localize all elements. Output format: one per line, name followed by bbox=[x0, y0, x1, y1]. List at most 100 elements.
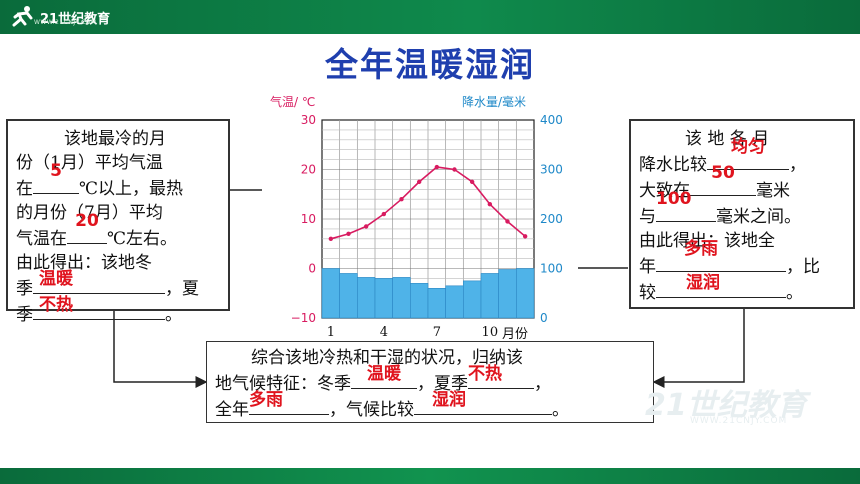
answer-humidity: 湿润 bbox=[686, 273, 720, 293]
answer-blank-max-temp[interactable]: 20 bbox=[67, 211, 107, 244]
answer-blank-rainfall[interactable]: 多雨 bbox=[656, 239, 786, 272]
precip-bar-month-2 bbox=[339, 273, 358, 319]
answer-summary-summer: 不热 bbox=[468, 364, 502, 384]
right-tick-label: 300 bbox=[540, 163, 563, 177]
answer-summary-humidity: 湿润 bbox=[432, 390, 466, 410]
summary-line-1: 综合该地冷热和干湿的状况，归纳该 bbox=[251, 348, 523, 368]
right-line-6a: 年 bbox=[639, 257, 656, 277]
temp-point-month-11 bbox=[505, 219, 510, 224]
x-tick-label: 7 bbox=[433, 325, 441, 340]
summary-box: 综合该地冷热和干湿的状况，归纳该 地气候特征：冬季 温暖 ，夏季 不热 ， 全年 多雨 ，气… bbox=[206, 341, 654, 423]
temp-point-month-6 bbox=[416, 179, 422, 185]
right-line-1: 该 地 各 月 bbox=[685, 129, 770, 149]
answer-rainfall: 多雨 bbox=[684, 239, 718, 259]
footer-bar bbox=[0, 468, 860, 484]
page-title: 全年温暖湿润 bbox=[325, 45, 535, 84]
left-tick-label: −10 bbox=[291, 311, 316, 325]
left-tick-label: 30 bbox=[301, 113, 316, 127]
left-tick-label: 10 bbox=[301, 212, 316, 226]
summary-line-2a: 地气候特征：冬季 bbox=[215, 374, 351, 394]
right-precipitation-box: 该 地 各 月 降水比较 均匀 ， 大致在 50 毫米 与 100 毫米之间。 由此得出：该… bbox=[629, 119, 855, 309]
x-tick-label: 1 bbox=[327, 325, 335, 340]
left-line-7b: ，夏 bbox=[165, 279, 199, 299]
answer-blank-summary-humidity[interactable]: 湿润 bbox=[414, 390, 552, 415]
runner-icon bbox=[12, 6, 33, 27]
answer-blank-summary-summer[interactable]: 不热 bbox=[468, 364, 534, 389]
right-line-7b: 。 bbox=[786, 283, 803, 303]
left-axis-label: 气温/ ℃ bbox=[270, 94, 315, 109]
watermark-logo: 21世纪教育 bbox=[645, 388, 807, 423]
answer-blank-summer[interactable]: 不热 bbox=[33, 295, 165, 320]
temp-point-month-7 bbox=[434, 164, 440, 170]
answer-blank-summary-winter[interactable]: 温暖 bbox=[351, 364, 417, 389]
left-line-2: 份（1月）平均气温 bbox=[16, 153, 163, 173]
left-line-5a: 气温在 bbox=[16, 229, 67, 249]
answer-blank-summary-rain[interactable]: 多雨 bbox=[249, 390, 329, 415]
left-tick-label: 20 bbox=[301, 163, 316, 177]
left-line-5b: ℃左右。 bbox=[107, 229, 178, 249]
right-tick-label: 100 bbox=[540, 262, 563, 276]
temp-point-month-1 bbox=[328, 236, 334, 241]
right-line-3a: 大致在 bbox=[639, 181, 690, 201]
answer-blank-winter[interactable]: 温暖 bbox=[33, 269, 165, 294]
answer-max-temp: 20 bbox=[75, 211, 99, 231]
precip-bar-month-5 bbox=[392, 277, 411, 319]
answer-blank-upper-precip[interactable]: 100 bbox=[656, 189, 716, 222]
answer-winter: 温暖 bbox=[39, 269, 73, 289]
right-line-3b: 毫米 bbox=[756, 181, 790, 201]
temperature-curve bbox=[330, 166, 526, 240]
answer-summary-winter: 温暖 bbox=[367, 364, 401, 384]
temp-point-month-10 bbox=[487, 201, 493, 207]
summary-line-2b: ，夏季 bbox=[417, 374, 468, 394]
answer-blank-evenness[interactable]: 均匀 bbox=[707, 137, 789, 170]
temp-point-month-3 bbox=[363, 224, 369, 229]
left-line-6: 由此得出：该地冬 bbox=[16, 253, 152, 273]
temp-point-month-4 bbox=[381, 211, 387, 217]
precip-bar-month-3 bbox=[357, 277, 376, 319]
right-tick-label: 400 bbox=[540, 113, 563, 127]
header-bar: 21世纪教育 WWW.21CNJY.COM bbox=[0, 0, 860, 34]
precip-bar-month-11 bbox=[498, 269, 517, 319]
temperature-line bbox=[328, 164, 528, 241]
answer-upper-precip: 100 bbox=[656, 189, 692, 209]
temp-point-month-2 bbox=[346, 231, 351, 237]
temp-point-month-5 bbox=[399, 197, 404, 202]
right-axis-label: 降水量/毫米 bbox=[462, 94, 526, 109]
x-axis-label: 月份 bbox=[502, 327, 528, 342]
answer-summary-rain: 多雨 bbox=[249, 390, 283, 410]
answer-blank-humidity[interactable]: 湿润 bbox=[656, 273, 786, 298]
temp-point-month-9 bbox=[469, 179, 475, 185]
logo-subtext: WWW.21CNJY.COM bbox=[34, 19, 97, 26]
precip-bar-month-10 bbox=[480, 273, 499, 319]
precipitation-bars bbox=[321, 268, 535, 319]
right-line-6b: ，比 bbox=[786, 257, 820, 277]
right-line-4a: 与 bbox=[639, 207, 656, 227]
left-line-4: 的月份（7月）平均 bbox=[16, 203, 163, 223]
answer-blank-lower-precip[interactable]: 50 bbox=[690, 163, 756, 196]
answer-summer: 不热 bbox=[39, 295, 73, 315]
left-line-3b: ℃以上，最热 bbox=[79, 179, 184, 199]
x-tick-label: 10 bbox=[482, 325, 499, 340]
summary-line-2c: ， bbox=[534, 374, 551, 394]
watermark-subtext: WWW.21CNJY.COM bbox=[690, 416, 788, 426]
left-line-8a: 季 bbox=[16, 305, 33, 325]
precip-bar-month-12 bbox=[516, 268, 535, 319]
logo-text: 21世纪教育 bbox=[40, 11, 111, 27]
precip-bar-month-8 bbox=[445, 285, 464, 319]
x-tick-label: 4 bbox=[380, 325, 388, 340]
right-line-7a: 较 bbox=[639, 283, 656, 303]
precip-bar-month-9 bbox=[463, 280, 482, 319]
left-line-3a: 在 bbox=[16, 179, 33, 199]
left-line-8b: 。 bbox=[165, 305, 182, 325]
precip-bar-month-1 bbox=[321, 268, 340, 319]
left-line-1: 该地最冷的月 bbox=[64, 129, 166, 149]
left-tick-label: 0 bbox=[308, 262, 316, 276]
right-line-2a: 降水比较 bbox=[639, 155, 707, 175]
answer-blank-min-temp[interactable]: 5 bbox=[33, 161, 79, 194]
left-temperature-box: 该地最冷的月 份（1月）平均气温 在 5 ℃以上，最热 的月份（7月）平均 气温在 2… bbox=[6, 119, 230, 325]
answer-evenness: 均匀 bbox=[731, 137, 765, 157]
left-line-7a: 季 bbox=[16, 279, 33, 299]
summary-line-3b: ，气候比较 bbox=[329, 400, 414, 420]
precip-bar-month-7 bbox=[427, 288, 446, 319]
